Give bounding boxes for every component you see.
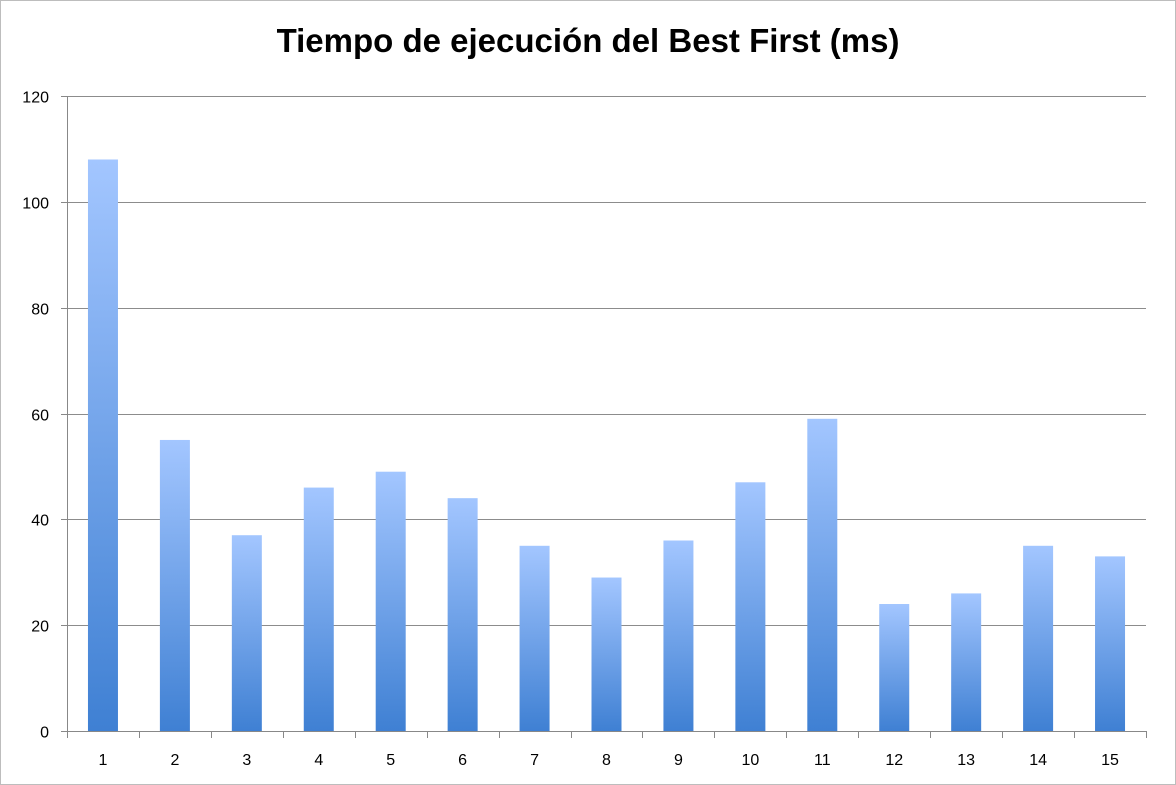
bar bbox=[879, 604, 910, 731]
x-tick-label: 6 bbox=[458, 752, 467, 769]
gridlines bbox=[67, 96, 1146, 626]
y-tick-label: 0 bbox=[40, 725, 49, 742]
bar bbox=[303, 487, 334, 731]
x-tick-label: 15 bbox=[1101, 752, 1119, 769]
chart-title: Tiempo de ejecución del Best First (ms) bbox=[276, 22, 900, 59]
bar bbox=[951, 593, 982, 731]
bar bbox=[519, 545, 550, 731]
x-tick-label: 10 bbox=[741, 752, 759, 769]
bar bbox=[1023, 545, 1054, 731]
x-tick-label: 4 bbox=[314, 752, 323, 769]
bar bbox=[735, 482, 766, 731]
x-tick-label: 14 bbox=[1029, 752, 1047, 769]
bars bbox=[87, 159, 1126, 731]
axes bbox=[61, 96, 1147, 738]
y-tick-label: 20 bbox=[31, 619, 49, 636]
x-tick-label: 5 bbox=[386, 752, 395, 769]
y-tick-label: 120 bbox=[22, 90, 49, 107]
bar bbox=[87, 159, 118, 731]
bar bbox=[231, 535, 262, 731]
bar bbox=[159, 439, 190, 731]
x-tick-label: 1 bbox=[99, 752, 108, 769]
x-tick-label: 3 bbox=[242, 752, 251, 769]
bar bbox=[663, 540, 694, 731]
y-tick-label: 100 bbox=[22, 196, 49, 213]
x-tick-label: 9 bbox=[674, 752, 683, 769]
x-tick-label: 12 bbox=[885, 752, 903, 769]
y-tick-label: 60 bbox=[31, 408, 49, 425]
bar bbox=[375, 471, 406, 731]
bar bbox=[1095, 556, 1126, 731]
x-tick-label: 7 bbox=[530, 752, 539, 769]
bar bbox=[447, 498, 478, 731]
x-tick-label: 2 bbox=[170, 752, 179, 769]
y-tick-label: 40 bbox=[31, 513, 49, 530]
x-tick-label: 13 bbox=[957, 752, 975, 769]
x-tick-label: 8 bbox=[602, 752, 611, 769]
bar bbox=[591, 577, 622, 731]
y-tick-label: 80 bbox=[31, 302, 49, 319]
x-tick-label: 11 bbox=[814, 752, 831, 769]
bar bbox=[807, 418, 838, 731]
